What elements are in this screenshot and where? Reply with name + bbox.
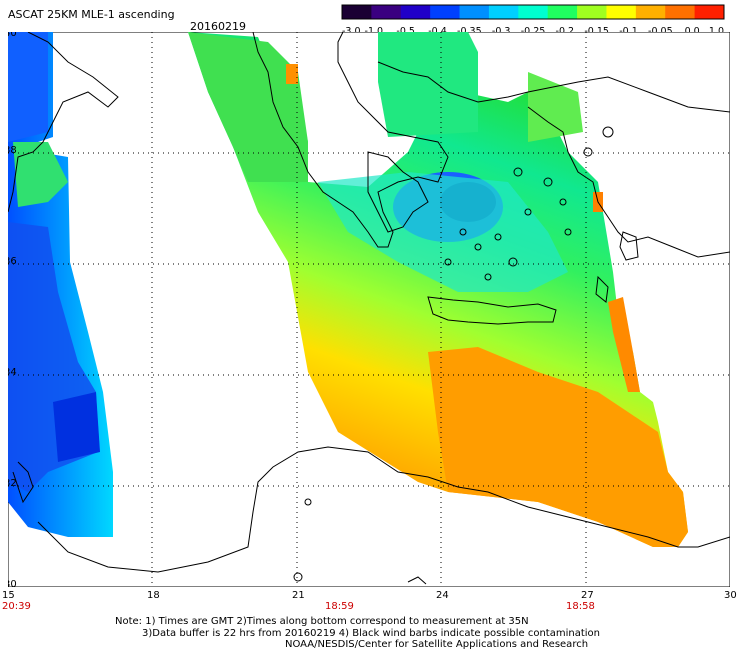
note-line: 3)Data buffer is 22 hrs from 20160219 4)… [142,628,600,639]
lon-tick-label: 30 [724,590,737,601]
pass-time-label: 18:58 [566,601,595,612]
lat-tick-label: 32 [8,478,17,489]
colorbar-segment [635,5,666,19]
colorbar-segment [400,5,431,19]
colorbar-segment [459,5,490,19]
lon-tick-label: 27 [581,590,594,601]
colorbar-segment [577,5,607,19]
colorbar-border [341,4,725,20]
colorbar-segment [430,5,461,19]
lat-tick-label: 40 [8,32,17,39]
pass-time-label: 18:59 [325,601,354,612]
lon-tick-label: 21 [292,590,305,601]
colorbar-segment [518,5,549,19]
east-swath [188,32,688,547]
note-line: NOAA/NESDIS/Center for Satellite Applica… [285,639,589,650]
product-title: ASCAT 25KM MLE-1 ascending [8,8,175,21]
lat-axis: 40 38 36 34 32 30 [8,32,17,587]
lat-tick-label: 34 [8,367,17,378]
colorbar-segment [488,5,519,19]
colorbar-segment [342,5,372,19]
colorbar-segment [665,5,696,19]
lat-tick-label: 36 [8,256,17,267]
product-date: 20160219 [190,20,246,33]
map-panel: 40 38 36 34 32 30 [8,32,730,587]
lat-tick-label: 38 [8,145,17,156]
note-line: Note: 1) Times are GMT 2)Times along bot… [115,616,529,627]
west-swath [8,32,113,537]
lon-tick-label: 24 [436,590,449,601]
colorbar-segment [606,5,637,19]
pass-time-label: 20:39 [2,601,31,612]
lat-tick-label: 30 [8,579,17,587]
graticule [8,32,730,587]
colorbar-segment [547,5,578,19]
lon-tick-label: 15 [2,590,15,601]
colorbar-segment [694,5,725,19]
colorbar-segment [371,5,402,19]
coastlines [8,32,730,585]
lon-tick-label: 18 [147,590,160,601]
